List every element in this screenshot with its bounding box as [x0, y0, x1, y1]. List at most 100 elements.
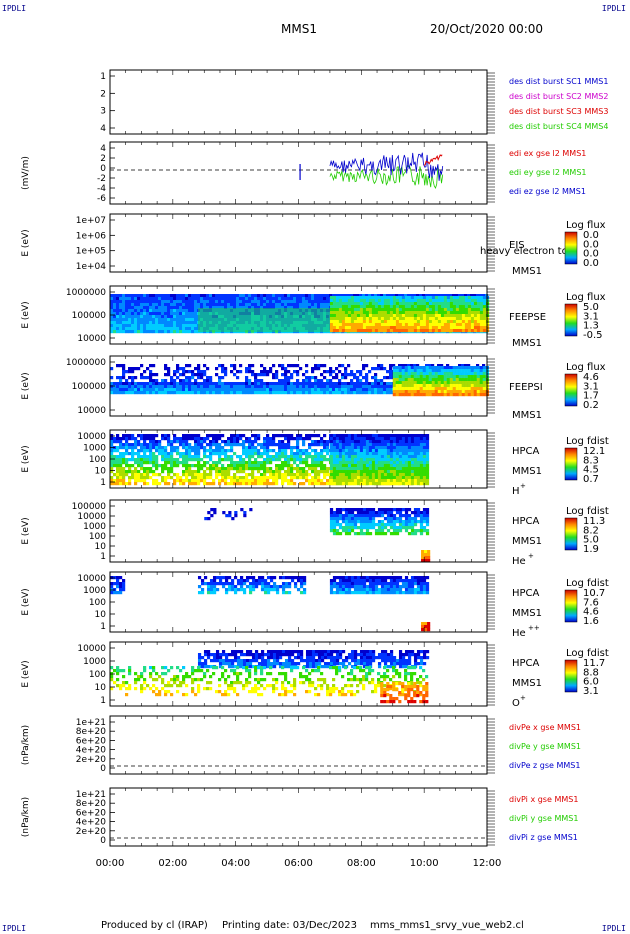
colorbar-tick-hpca_h-3: 0.7: [583, 474, 599, 485]
colorbar-hpca_o: [564, 659, 578, 693]
footer-filename: mms_mms1_srvy_vue_web2.cl: [370, 920, 524, 931]
ylabel-hpca_hepp: E (eV): [21, 588, 31, 615]
ytick-label-hpca_hepp-0: 10000: [77, 574, 106, 584]
legend-divpi-0: divPi x gse MMS1: [509, 795, 578, 804]
corner-label-top-left: IPDLI: [2, 4, 27, 13]
colorbar-tick-hpca_h-0: 12.1: [583, 446, 605, 457]
right-ticks-hpca_o: [487, 644, 495, 706]
ytick-label-des-2: 3: [100, 107, 106, 117]
colorbar-title-feepsi: Log flux: [566, 362, 606, 373]
ytick-label-edi-0: 4: [100, 144, 106, 154]
legend-des-0: des dist burst SC1 MMS1: [509, 77, 608, 86]
sc-label-feepse: MMS1: [512, 338, 542, 349]
panel-hpca_hepp: 10000 1000 100 10 1 E (eV) HPCA MMS1 He ++ Log fdi…: [21, 571, 609, 639]
right-ticks-eis: [487, 216, 495, 272]
colorbar-tick-feepse-1: 3.1: [583, 311, 599, 322]
xtick-label-0: 00:00: [96, 858, 125, 869]
ytick-label-divpi-2: 6e+20: [76, 808, 107, 818]
colorbar-feepse: [564, 303, 578, 337]
colorbar-tick-hpca_o-1: 8.8: [583, 667, 599, 678]
legend-divpi-2: divPi z gse MMS1: [509, 833, 578, 842]
sc-label-hpca_hepp: MMS1: [512, 608, 542, 619]
colorbar-tick-hpca_hepp-1: 7.6: [583, 597, 599, 608]
legend-divpe-2: divPe z gse MMS1: [509, 761, 580, 770]
ytick-label-des-0: 1: [100, 72, 106, 82]
ytick-label-feepsi-0: 1000000: [66, 358, 106, 368]
colorbar-tick-eis-0: 0.0: [583, 230, 599, 241]
colorbar-tick-hpca_hepp-2: 4.6: [583, 607, 599, 618]
ytick-label-divpi-4: 2e+20: [76, 827, 107, 837]
colorbar-tick-feepsi-3: 0.2: [583, 400, 599, 411]
colorbar-tick-hpca_o-2: 6.0: [583, 677, 599, 688]
ytick-label-feepsi-2: 10000: [77, 406, 106, 416]
ytick-label-hpca_he-2: 1000: [83, 522, 106, 532]
ylabel-divpi: (nPa/km): [21, 797, 31, 837]
corner-label-top-right: IPDLI: [601, 4, 626, 13]
ytick-label-hpca_he-4: 10: [95, 542, 107, 552]
colorbar-tick-feepsi-0: 4.6: [583, 372, 599, 383]
ytick-label-hpca_hepp-1: 1000: [83, 586, 106, 596]
inst-label-hpca_h: HPCA: [512, 446, 540, 457]
colorbar-title-hpca_hepp: Log fdist: [566, 578, 609, 589]
xtick-label-3: 06:00: [284, 858, 313, 869]
ytick-label-hpca_h-1: 1000: [83, 444, 106, 454]
ytick-label-feepse-1: 100000: [72, 311, 107, 321]
ylabel-divpe: (nPa/km): [21, 725, 31, 765]
ytick-label-feepsi-1: 100000: [72, 382, 107, 392]
ytick-label-hpca_hepp-3: 10: [95, 610, 107, 620]
ytick-label-des-3: 4: [100, 124, 106, 134]
legend-des-1: des dist burst SC2 MMS2: [509, 92, 608, 101]
corner-label-bottom-left: IPDLI: [2, 924, 27, 933]
ytick-label-feepse-0: 1000000: [66, 288, 106, 298]
ytick-label-hpca_hepp-4: 1: [100, 622, 106, 632]
panel-frame-hpca_he: [109, 499, 488, 563]
colorbar-title-eis: Log flux: [566, 220, 606, 231]
xtick-label-5: 10:00: [410, 858, 439, 869]
colorbar-tick-hpca_he-2: 5.0: [583, 535, 599, 546]
panel-frame-des: [109, 69, 488, 135]
charge-label-hpca_hepp: ++: [528, 624, 540, 632]
sc-label-hpca_o: MMS1: [512, 678, 542, 689]
panel-frame-divpe: [109, 715, 488, 775]
sc-label-hpca_h: MMS1: [512, 466, 542, 477]
ytick-label-divpe-2: 6e+20: [76, 736, 107, 746]
colorbar-tick-hpca_o-3: 3.1: [583, 686, 599, 697]
panel-hpca_o: 10000 1000 100 10 1 E (eV) HPCA MMS1 O + Log fdist…: [21, 641, 609, 709]
ytick-label-feepse-2: 10000: [77, 334, 106, 344]
colorbar-hpca_he: [564, 517, 578, 551]
ytick-label-eis-0: 1e+07: [76, 216, 106, 226]
ylabel-hpca_h: E (eV): [21, 445, 31, 472]
right-ticks-feepse: [487, 288, 495, 344]
right-ticks-divpe: [487, 718, 495, 774]
colorbar-tick-eis-2: 0.0: [583, 249, 599, 260]
sc-label-feepsi: MMS1: [512, 410, 542, 421]
right-ticks-hpca_hepp: [487, 574, 495, 630]
right-ticks-divpi: [487, 790, 495, 846]
ytick-label-divpe-5: 0: [100, 764, 106, 774]
ytick-label-divpi-1: 8e+20: [76, 799, 107, 809]
colorbar-tick-hpca_hepp-3: 1.6: [583, 616, 599, 627]
panel-frame-divpi: [109, 787, 488, 847]
ytick-label-divpe-0: 1e+21: [76, 718, 106, 728]
colorbar-tick-hpca_h-2: 4.5: [583, 465, 599, 476]
ytick-label-hpca_o-4: 1: [100, 696, 106, 706]
ylabel-hpca_o: E (eV): [21, 660, 31, 687]
ytick-label-des-1: 2: [100, 89, 106, 99]
colorbar-hpca_hepp: [564, 589, 578, 623]
panel-edi: 420-2-4-6 (mV/m) edi ex gse l2 MMS1 edi ey …: [21, 141, 587, 205]
sc-label-eis: MMS1: [512, 266, 542, 277]
colorbar-tick-eis-1: 0.0: [583, 239, 599, 250]
ytick-label-divpi-5: 0: [100, 836, 106, 846]
colorbar-tick-hpca_hepp-0: 10.7: [583, 588, 605, 599]
charge-label-hpca_o: +: [520, 694, 526, 702]
legend-divpe-1: divPe y gse MMS1: [509, 742, 581, 751]
ylabel-feepse: E (eV): [21, 301, 31, 328]
species-label-hpca_o: O: [512, 698, 520, 709]
right-ticks-edi: [487, 144, 495, 203]
date-title: 20/Oct/2020 00:00: [430, 22, 544, 36]
ytick-label-divpi-3: 4e+20: [76, 818, 107, 828]
inst-label-feepsi: FEEPSI: [509, 382, 543, 393]
right-ticks-feepsi: [487, 358, 495, 414]
